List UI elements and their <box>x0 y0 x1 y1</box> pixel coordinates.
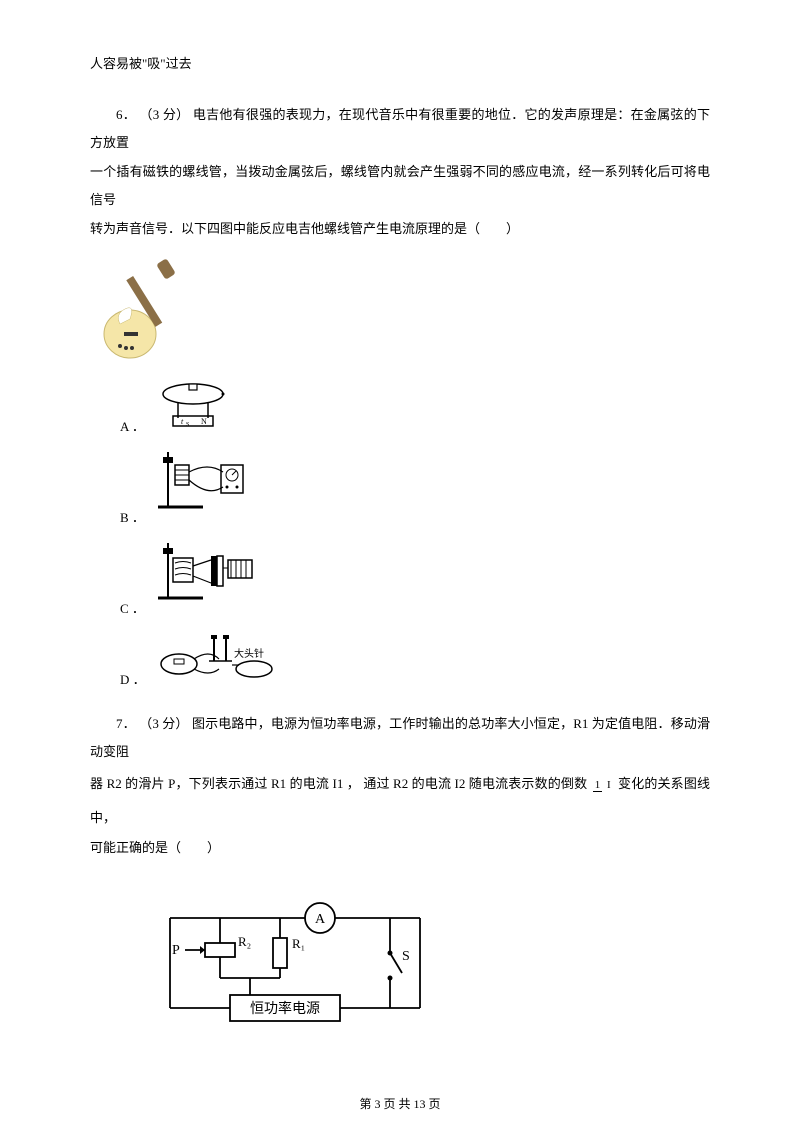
svg-text:S: S <box>186 422 189 428</box>
q6-text-2: 一个插有磁铁的螺线管，当拨动金属弦后，螺线管内就会产生强弱不同的感应电流，经一系… <box>90 158 710 215</box>
q6-option-c-figure <box>153 538 263 617</box>
top-fragment: 人容易被"吸"过去 <box>90 50 710 79</box>
q6-option-a-label: A ． <box>120 416 145 435</box>
circuit-s-label: S <box>402 949 410 964</box>
svg-text:t: t <box>181 417 184 426</box>
footer-suffix: 页 <box>429 1097 441 1111</box>
circuit-p-label: P <box>172 943 180 958</box>
q6-guitar-image <box>100 254 710 364</box>
page-footer: 第 3 页 共 13 页 <box>0 1095 800 1112</box>
q6-number: 6． <box>116 107 136 122</box>
circuit-ammeter-label: A <box>315 912 326 927</box>
q6-option-b: B ． <box>120 447 710 526</box>
q7-line3: 可能正确的是（ ） <box>90 834 710 863</box>
q7-circuit-diagram: A P R₂ R₁ S 恒功率电 <box>150 888 710 1043</box>
q6-line1: 6． （3 分） 电吉他有很强的表现力，在现代音乐中有很重要的地位．它的发声原理… <box>90 101 710 158</box>
svg-text:大头针: 大头针 <box>234 647 264 660</box>
circuit-r2-label: R₂ <box>238 934 251 949</box>
circuit-r1-label: R₁ <box>292 936 305 951</box>
q6-option-a: A ． t S N <box>120 376 710 435</box>
q7-frac-num: 1 <box>593 779 603 792</box>
q7-points: （3 分） <box>139 716 188 731</box>
q6-option-a-figure: t S N <box>153 376 243 435</box>
svg-text:N: N <box>201 417 207 426</box>
page-container: 人容易被"吸"过去 6． （3 分） 电吉他有很强的表现力，在现代音乐中有很重要… <box>0 0 800 1132</box>
footer-mid: 页 共 <box>383 1097 413 1111</box>
q7-fraction: 1 I <box>593 779 613 791</box>
q7-number: 7． <box>116 716 136 731</box>
footer-prefix: 第 <box>359 1097 374 1111</box>
q6-option-d: D ． 大头针 <box>120 629 710 688</box>
q7-line1: 7． （3 分） 图示电路中，电源为恒功率电源，工作时输出的总功率大小恒定，R1… <box>90 710 710 767</box>
q7-frac-den: I <box>605 779 613 791</box>
q6-option-b-figure <box>153 447 263 526</box>
q6-option-d-label: D ． <box>120 669 146 688</box>
q6-option-b-label: B ． <box>120 507 145 526</box>
q7-text-2a: 器 R2 的滑片 P，下列表示通过 R1 的电流 I1 ， 通过 R2 的电流 … <box>90 776 587 791</box>
circuit-source-label: 恒功率电源 <box>250 1000 320 1017</box>
footer-total: 13 <box>414 1097 426 1111</box>
q6-text-3: 转为声音信号．以下四图中能反应电吉他螺线管产生电流原理的是（ ） <box>90 215 710 244</box>
q6-option-c: C ． <box>120 538 710 617</box>
q7-line2: 器 R2 的滑片 P，下列表示通过 R1 的电流 I1 ， 通过 R2 的电流 … <box>90 767 710 835</box>
footer-current: 3 <box>374 1097 380 1111</box>
q6-points: （3 分） <box>140 107 190 122</box>
q6-option-d-figure: 大头针 <box>154 629 284 688</box>
q6-option-c-label: C ． <box>120 598 145 617</box>
